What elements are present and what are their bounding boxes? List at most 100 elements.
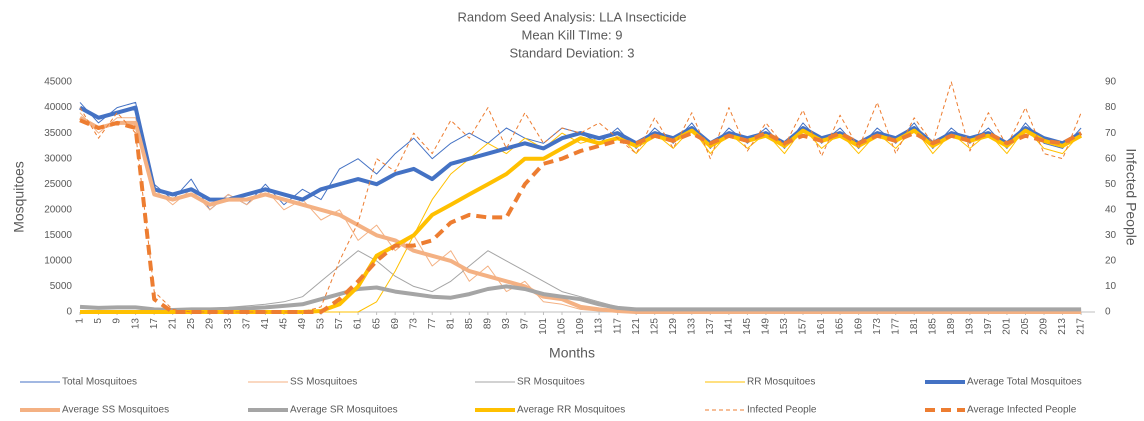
y-tick-label: 35000 <box>44 128 72 139</box>
x-tick-label: 153 <box>779 318 790 335</box>
x-tick-label: 113 <box>594 318 605 334</box>
y2-tick-label: 90 <box>1105 77 1117 88</box>
x-tick-label: 185 <box>927 318 938 335</box>
y-tick-label: 20000 <box>44 204 72 215</box>
y-tick-label: 30000 <box>44 153 72 164</box>
y2-tick-label: 50 <box>1105 179 1117 190</box>
y2-tick-label: 80 <box>1105 102 1117 113</box>
series-line <box>79 101 1082 211</box>
x-tick-label: 169 <box>853 318 864 335</box>
y2-tick-label: 60 <box>1105 153 1117 164</box>
x-tick-label: 141 <box>723 318 734 335</box>
y-tick-label: 25000 <box>44 179 72 190</box>
x-tick-label: 133 <box>686 318 697 335</box>
chart-title: Mean Kill TIme: 9 <box>522 27 623 42</box>
y2-tick-label: 0 <box>1105 307 1111 318</box>
y-tick-label: 40000 <box>44 102 72 113</box>
y2-tick-label: 70 <box>1105 128 1117 139</box>
x-tick-label: 209 <box>1039 318 1050 335</box>
y2-tick-label: 40 <box>1105 204 1117 215</box>
x-tick-label: 101 <box>538 318 549 335</box>
x-tick-label: 93 <box>501 318 512 330</box>
x-tick-label: 61 <box>353 318 364 330</box>
legend-label: Average Infected People <box>967 405 1077 416</box>
x-tick-label: 105 <box>557 318 568 335</box>
x-tick-label: 65 <box>371 318 382 330</box>
x-tick-label: 73 <box>408 318 419 330</box>
y-tick-label: 0 <box>66 307 72 318</box>
legend-label: Average SS Mosquitoes <box>62 405 169 416</box>
x-tick-label: 85 <box>464 318 475 330</box>
x-tick-label: 145 <box>742 318 753 335</box>
x-tick-label: 149 <box>761 318 772 335</box>
x-tick-label: 177 <box>890 318 901 335</box>
series-line <box>79 284 1082 312</box>
x-tick-label: 121 <box>631 318 642 335</box>
legend-label: Average Total Mosquitoes <box>967 377 1082 388</box>
y2-tick-label: 10 <box>1105 281 1117 292</box>
x-tick-label: 165 <box>835 318 846 335</box>
y-axis-title: Mosquitoes <box>11 161 27 233</box>
x-tick-label: 5 <box>93 318 104 324</box>
x-tick-label: 157 <box>798 318 809 335</box>
x-tick-label: 201 <box>1002 318 1013 335</box>
legend-label: Infected People <box>747 405 817 416</box>
x-tick-label: 81 <box>445 318 456 330</box>
x-tick-label: 161 <box>816 318 827 335</box>
x-tick-label: 77 <box>427 318 438 330</box>
x-tick-label: 129 <box>668 318 679 335</box>
series-line <box>80 128 1083 314</box>
y2-tick-label: 20 <box>1105 256 1117 267</box>
legend-label: RR Mosquitoes <box>747 377 815 388</box>
x-tick-label: 25 <box>186 318 197 330</box>
y-tick-label: 5000 <box>50 281 73 292</box>
x-tick-label: 9 <box>112 318 123 324</box>
y-tick-label: 10000 <box>44 256 72 267</box>
chart-title: Standard Deviation: 3 <box>509 45 634 60</box>
series-line <box>79 118 1083 314</box>
x-tick-label: 197 <box>983 318 994 335</box>
chart-title: Random Seed Analysis: LLA Insecticide <box>457 9 686 24</box>
legend-label: Average SR Mosquitoes <box>290 405 398 416</box>
x-tick-label: 41 <box>260 318 271 330</box>
x-tick-label: 53 <box>316 318 327 330</box>
x-tick-label: 57 <box>334 318 345 330</box>
x-tick-label: 13 <box>130 318 141 330</box>
x-tick-label: 189 <box>946 318 957 335</box>
x-tick-label: 29 <box>204 318 215 330</box>
x-axis-title: Months <box>549 345 595 361</box>
x-tick-label: 33 <box>223 318 234 330</box>
legend-label: SS Mosquitoes <box>290 377 357 388</box>
y2-tick-label: 30 <box>1105 230 1117 241</box>
x-tick-label: 173 <box>872 318 883 335</box>
series-line <box>80 127 1082 313</box>
x-tick-label: 21 <box>167 318 178 330</box>
x-tick-label: 181 <box>909 318 920 335</box>
x-tick-label: 125 <box>649 318 660 335</box>
x-tick-label: 49 <box>297 318 308 330</box>
legend-label: Average RR Mosquitoes <box>517 405 625 416</box>
x-tick-label: 137 <box>705 318 716 335</box>
x-tick-label: 205 <box>1020 318 1031 335</box>
legend-label: Total Mosquitoes <box>62 377 137 388</box>
series-line <box>79 116 1082 314</box>
legend-label: SR Mosquitoes <box>517 377 585 388</box>
x-tick-label: 117 <box>612 318 623 334</box>
x-tick-label: 193 <box>965 318 976 335</box>
x-tick-label: 1 <box>75 318 86 324</box>
x-tick-label: 109 <box>575 318 586 335</box>
x-tick-label: 17 <box>149 318 160 330</box>
x-tick-label: 217 <box>1076 318 1087 335</box>
x-tick-label: 69 <box>390 318 401 330</box>
y2-axis-title: Infected People <box>1123 148 1139 246</box>
series-line <box>79 81 1082 313</box>
series-line <box>79 105 1083 202</box>
x-tick-label: 97 <box>520 318 531 330</box>
x-tick-label: 213 <box>1057 318 1068 335</box>
y-tick-label: 45000 <box>44 77 72 88</box>
x-tick-label: 37 <box>241 318 252 330</box>
y-tick-label: 15000 <box>44 230 72 241</box>
x-tick-label: 45 <box>279 318 290 330</box>
x-tick-label: 89 <box>482 318 493 330</box>
